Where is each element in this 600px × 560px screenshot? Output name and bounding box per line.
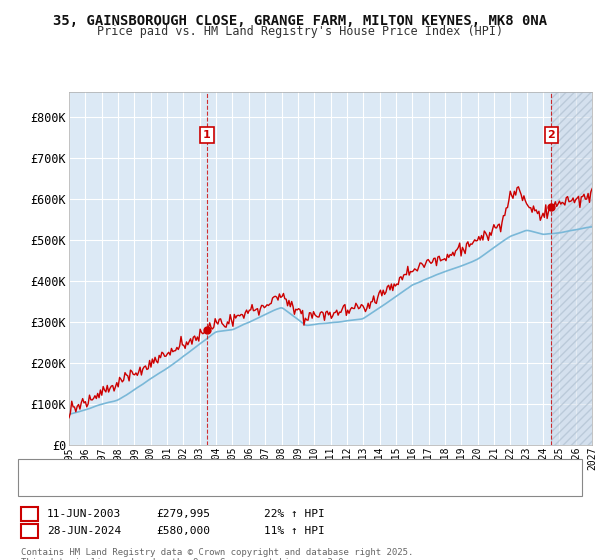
- Text: Contains HM Land Registry data © Crown copyright and database right 2025.
This d: Contains HM Land Registry data © Crown c…: [21, 548, 413, 560]
- Text: ———: ———: [33, 464, 67, 474]
- Bar: [551, 92, 592, 445]
- Text: 35, GAINSBOROUGH CLOSE, GRANGE FARM, MILTON KEYNES, MK8 0NA (detached house): 35, GAINSBOROUGH CLOSE, GRANGE FARM, MIL…: [69, 465, 506, 474]
- Text: 1: 1: [203, 130, 211, 140]
- Text: 35, GAINSBOROUGH CLOSE, GRANGE FARM, MILTON KEYNES, MK8 0NA: 35, GAINSBOROUGH CLOSE, GRANGE FARM, MIL…: [53, 14, 547, 28]
- Text: Price paid vs. HM Land Registry's House Price Index (HPI): Price paid vs. HM Land Registry's House …: [97, 25, 503, 38]
- Text: £279,995: £279,995: [156, 509, 210, 519]
- Text: 11-JUN-2003: 11-JUN-2003: [47, 509, 121, 519]
- Text: 1: 1: [26, 509, 33, 519]
- Text: 2: 2: [547, 130, 555, 140]
- Text: 28-JUN-2024: 28-JUN-2024: [47, 526, 121, 536]
- Text: 2: 2: [26, 526, 33, 536]
- Bar: [551, 92, 592, 445]
- Text: 22% ↑ HPI: 22% ↑ HPI: [264, 509, 325, 519]
- Text: 11% ↑ HPI: 11% ↑ HPI: [264, 526, 325, 536]
- Text: £580,000: £580,000: [156, 526, 210, 536]
- Text: HPI: Average price, detached house, Milton Keynes: HPI: Average price, detached house, Milt…: [69, 481, 351, 490]
- Text: ———: ———: [33, 480, 67, 491]
